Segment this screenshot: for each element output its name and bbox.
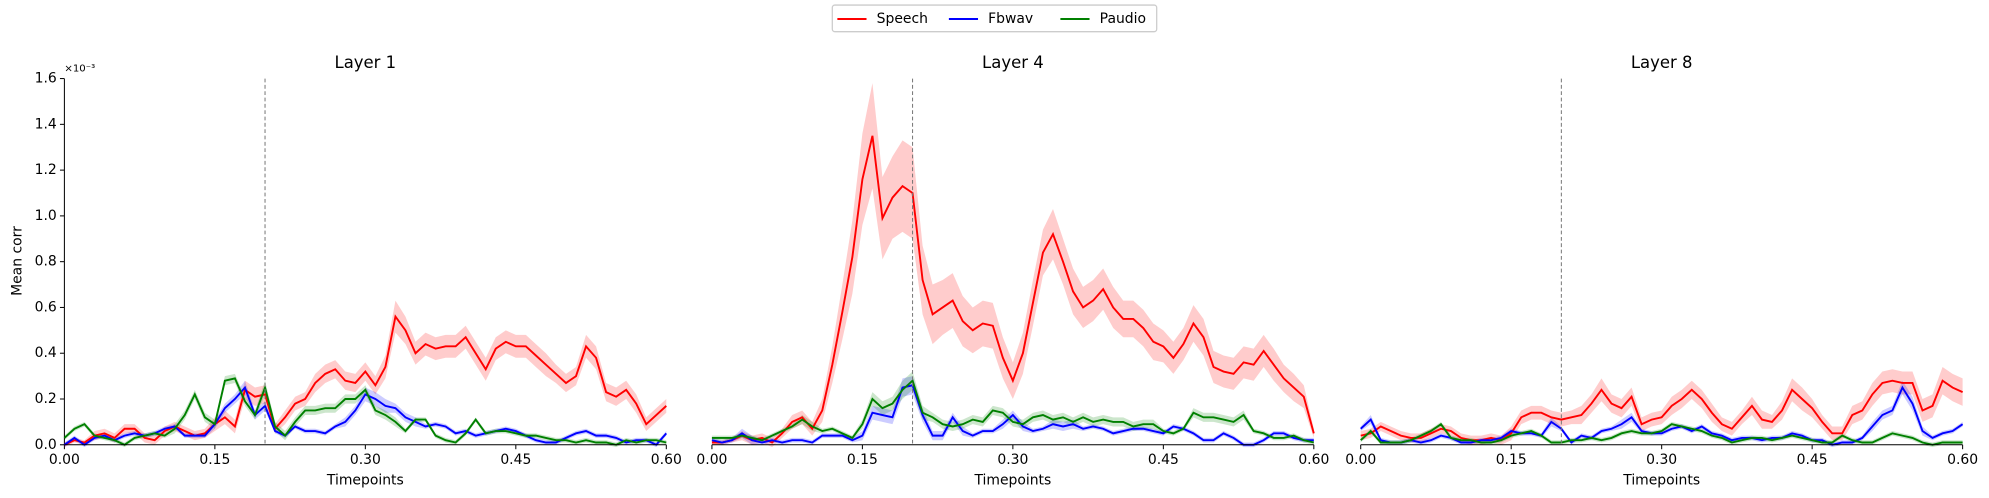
panel-title: Layer 4 <box>982 53 1044 72</box>
error-band <box>64 373 667 448</box>
y-tick-label: 0.2 <box>35 391 57 407</box>
y-tick-label: 1.4 <box>35 116 57 132</box>
x-axis-label: Timepoints <box>326 472 404 488</box>
series-line <box>711 378 1315 444</box>
panel-title: Layer 1 <box>335 53 397 72</box>
x-axis-label: Timepoints <box>973 472 1051 488</box>
x-tick-label: 0.60 <box>1947 452 1978 468</box>
panel-title: Layer 8 <box>1631 53 1693 72</box>
series-line <box>1360 379 1964 442</box>
x-tick-label: 0.30 <box>1646 452 1677 468</box>
y-tick-label: 0.4 <box>35 345 57 361</box>
legend-label: Speech <box>877 11 928 27</box>
y-tick-label: 1.2 <box>35 162 57 178</box>
series-line <box>1360 385 1964 446</box>
x-tick-label: 0.45 <box>500 452 531 468</box>
y-tick-label: 1.6 <box>35 71 57 87</box>
x-tick-label: 0.60 <box>651 452 682 468</box>
error-band <box>711 371 1314 445</box>
y-tick-label: 1.0 <box>35 208 57 224</box>
x-tick-label: 0.30 <box>997 452 1028 468</box>
legend-label: Paudio <box>1100 11 1146 27</box>
series-line <box>63 314 667 446</box>
y-tick-label: 0.0 <box>35 437 57 453</box>
x-tick-label: 0.30 <box>350 452 381 468</box>
x-tick-label: 0.45 <box>1148 452 1179 468</box>
error-band <box>711 83 1314 448</box>
legend-label: Fbwav <box>988 11 1033 27</box>
series-line <box>63 385 668 446</box>
x-tick-label: 0.15 <box>199 452 230 468</box>
error-band <box>711 376 1314 448</box>
legend-box <box>831 4 1158 33</box>
y-tick-label: 0.8 <box>35 254 57 270</box>
x-tick-label: 0.60 <box>1298 452 1329 468</box>
x-axis-label: Timepoints <box>1622 472 1700 488</box>
x-tick-label: 0.00 <box>1345 452 1376 468</box>
x-tick-label: 0.00 <box>696 452 727 468</box>
legend: Speech Fbwav Paudio <box>837 11 1146 27</box>
y-axis-label: Mean corr <box>10 226 26 296</box>
x-tick-label: 0.00 <box>49 452 80 468</box>
x-tick-label: 0.15 <box>847 452 878 468</box>
error-band <box>64 300 667 448</box>
series-line <box>1360 422 1963 446</box>
x-tick-label: 0.15 <box>1496 452 1527 468</box>
y-tick-label: 0.6 <box>35 299 57 315</box>
y-offset-label: ×10⁻³ <box>64 63 95 74</box>
series-line <box>711 384 1314 446</box>
series-line <box>63 377 667 446</box>
x-tick-label: 0.45 <box>1797 452 1828 468</box>
series-line <box>711 135 1315 444</box>
